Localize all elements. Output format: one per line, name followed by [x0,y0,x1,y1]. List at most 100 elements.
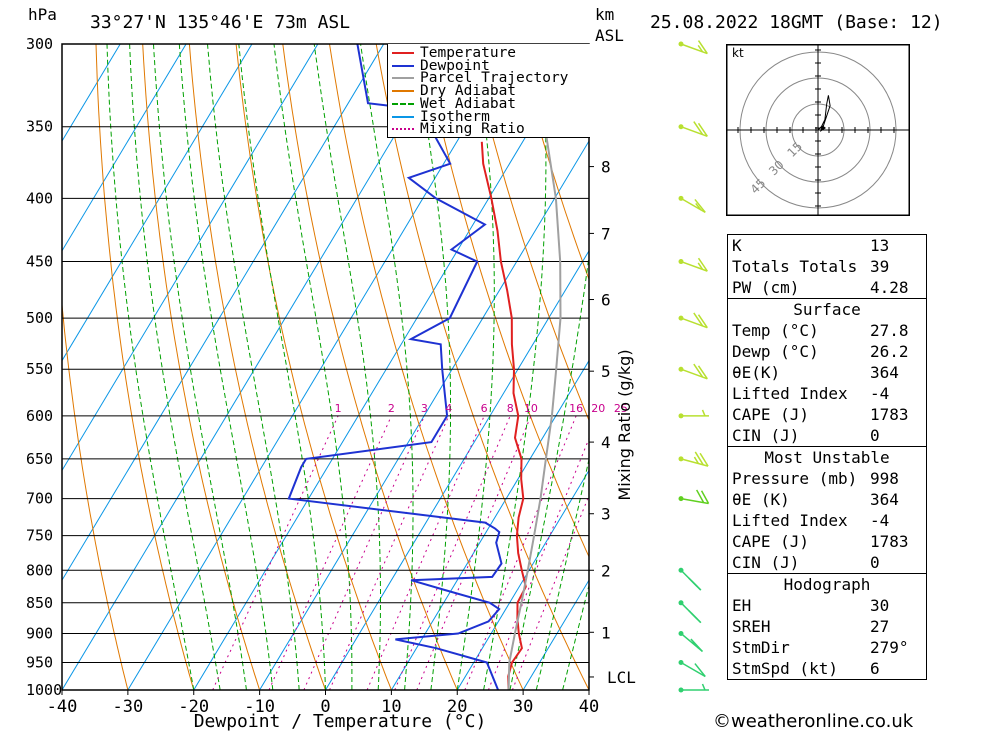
dry-adiabat-line [62,299,129,690]
wet-adiabat-line [360,44,414,690]
dry-adiabat-line [469,44,589,422]
param-label: Lifted Index [732,384,848,403]
x-tick-label: 0 [320,697,330,717]
param-label: PW (cm) [732,278,800,297]
wind-barb-feather [697,314,708,329]
mixing-ratio-label: 25 [614,402,628,415]
param-label: SREH [732,617,771,636]
wind-barb-half-feather [701,409,706,417]
param-row: Lifted Index -4 [728,510,927,531]
param-row: CIN (J) 0 [728,425,927,447]
km-tick-label: 4 [601,433,611,452]
km-tick-label: 6 [601,291,611,310]
isotherm-line [62,44,187,252]
section-title: Surface [727,298,927,320]
param-value: 27 [870,617,890,636]
mixing-ratio-label: 10 [524,402,538,415]
wet-adiabat-line [153,44,247,690]
param-label: CAPE (J) [732,532,810,551]
x-tick-label: -10 [244,697,275,717]
index-row: PW (cm) 4.28 [728,277,927,299]
param-value: 26.2 [870,342,909,361]
wind-barb-feather [697,40,708,54]
param-row: SREH 27 [728,616,927,637]
param-label: Dewp (°C) [732,342,819,361]
section-title: Hodograph [727,573,927,595]
mixing-ratio-label: 2 [388,402,395,415]
wind-barb-feather [695,489,705,503]
wind-barb-half-feather [692,641,700,649]
param-label: EH [732,596,752,615]
legend-label: Dry Adiabat [420,83,517,100]
param-label: CIN (J) [732,426,800,445]
wet-adiabat-line [207,44,300,690]
km-tick-label: 3 [601,505,611,524]
param-row: θE(K) 364 [728,362,927,383]
legend-item: Wet Adiabat [388,95,517,112]
station-location: 33°27'N 135°46'E 73m ASL [90,12,351,33]
storm-motion-arrow-icon [820,125,826,132]
mixing-ratio-label: 1 [335,402,342,415]
x-axis-title: Dewpoint / Temperature (°C) [194,711,487,732]
param-value: 39 [870,257,890,276]
x-tick-label: 20 [447,697,467,717]
wind-barb-half-feather [690,579,698,588]
pressure-tick-label: 950 [26,653,53,671]
wind-barb-staff [680,368,708,380]
legend-label: Wet Adiabat [420,95,517,112]
wind-barb-staff [680,661,706,678]
wind-barb-half-feather [697,44,704,53]
asl-unit-label: ASL [595,26,624,45]
param-value: 0 [870,553,880,572]
pressure-tick-label: 850 [26,594,53,612]
param-value: 279° [870,638,909,657]
legend-item: Isotherm [388,109,490,124]
param-value: 4.28 [870,278,909,297]
param-row: EH 30 [728,595,927,616]
pressure-tick-label: 900 [26,624,53,642]
parcel-trajectory-profile-line [507,126,562,690]
mixing-ratio-label: 8 [507,402,514,415]
legend-label: Mixing Ratio [420,121,525,138]
mixing-ratio-axis-title: Mixing Ratio (g/kg) [615,349,634,500]
chart-legend: Temperature Dewpoint Parcel Trajectory Dry … [387,44,590,138]
wind-barb-feather [697,122,708,137]
mixing-ratio-line [366,415,485,690]
param-value: 0 [870,426,880,445]
wind-barb-feather [700,490,710,504]
x-tick-label: 30 [513,697,533,717]
legend-item: Temperature [388,45,517,61]
legend-label: Dewpoint [420,57,490,74]
legend-swatch [392,115,414,118]
param-row: Dewp (°C) 26.2 [728,341,927,362]
legend-label: Temperature [420,45,517,61]
param-value: 1783 [870,532,909,551]
wind-barb-staff [680,43,708,55]
isotherm-line [522,579,589,690]
param-label: Temp (°C) [732,321,819,340]
sounding-datetime: 25.08.2022 18GMT (Base: 12) [650,12,943,33]
param-label: K [732,236,742,255]
km-tick-label: 7 [601,224,611,243]
isotherm-line [127,44,516,690]
param-label: Pressure (mb) [732,469,858,488]
km-tick-label: 8 [601,158,611,177]
section-title: Most Unstable [727,446,927,468]
legend-label: Parcel Trajectory [420,70,569,87]
km-tick-label: 2 [601,561,611,580]
wind-barb-feather [697,365,708,380]
section-header-row: Hodograph [727,573,927,595]
isotherm-line [259,140,589,690]
wind-barb-feather [693,121,704,135]
legend-item: Parcel Trajectory [388,70,569,87]
wind-barb-feather [693,363,704,378]
param-label: StmDir [732,638,790,657]
wet-adiabat-line [535,456,589,690]
section-header-row: Most Unstable [727,446,927,468]
wind-barb-half-feather [690,612,698,620]
legend-swatch [392,77,414,80]
wet-adiabat-line [273,44,353,690]
wet-adiabat-line [313,44,381,690]
param-row: StmSpd (kt) 6 [728,658,927,680]
wind-barb-feather [693,312,704,327]
